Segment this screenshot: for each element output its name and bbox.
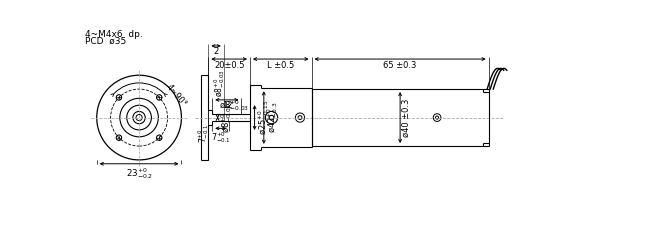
Text: ø8$^{+0}_{-0.03}$: ø8$^{+0}_{-0.03}$ xyxy=(219,98,249,113)
Text: ø25$^{+0}_{-0.15}$: ø25$^{+0}_{-0.15}$ xyxy=(256,100,271,135)
Text: ø42$^{+0}_{-0.3}$: ø42$^{+0}_{-0.3}$ xyxy=(265,102,280,134)
Text: 12: 12 xyxy=(222,101,232,110)
Text: 4~90°: 4~90° xyxy=(164,83,188,109)
Text: L ±0.5: L ±0.5 xyxy=(267,61,294,70)
Text: 65 ±0.3: 65 ±0.3 xyxy=(384,61,417,70)
Text: 7$^{+0}_{-0.1}$: 7$^{+0}_{-0.1}$ xyxy=(211,130,231,145)
Text: ø8$^{+0}_{-0.03}$: ø8$^{+0}_{-0.03}$ xyxy=(213,69,227,97)
Text: 7$^{+0}_{-0.1}$: 7$^{+0}_{-0.1}$ xyxy=(196,124,211,143)
Text: PCD  ø35: PCD ø35 xyxy=(85,37,127,46)
Text: 2: 2 xyxy=(213,47,218,57)
Text: $23^{+0}_{-0.2}$: $23^{+0}_{-0.2}$ xyxy=(125,166,153,181)
Text: ø8$^{+0}_{-0.03}$: ø8$^{+0}_{-0.03}$ xyxy=(219,103,234,133)
Text: 20±0.5: 20±0.5 xyxy=(214,61,244,70)
Text: ø40 ±0.3: ø40 ±0.3 xyxy=(402,98,411,137)
Text: 4~M4x6  dp.: 4~M4x6 dp. xyxy=(85,30,143,39)
